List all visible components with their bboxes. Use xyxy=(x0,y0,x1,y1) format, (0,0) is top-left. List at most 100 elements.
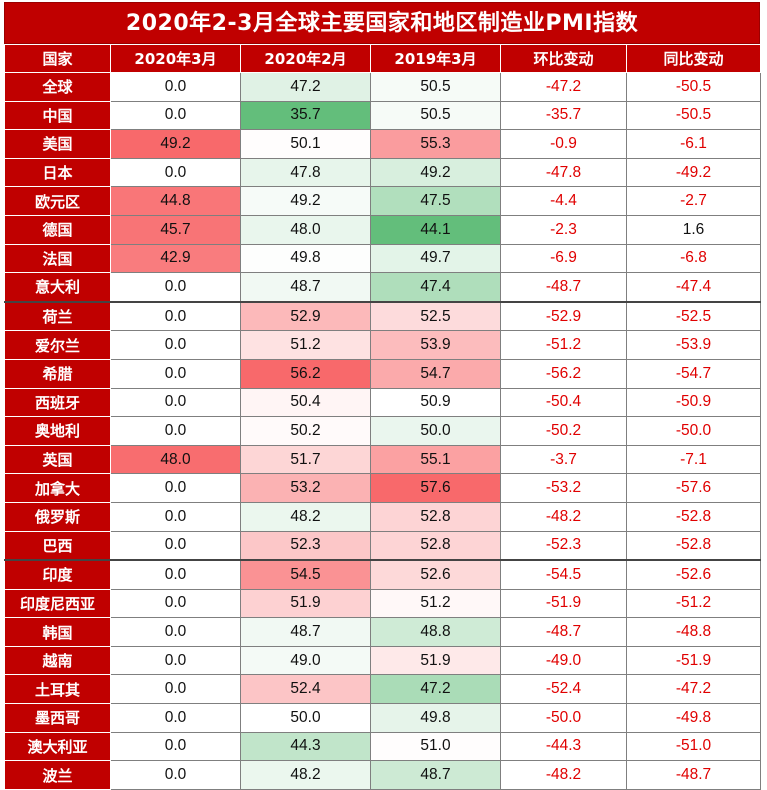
feb2020-cell: 56.2 xyxy=(240,358,371,389)
table-row: 印度尼西亚 0.0 51.9 51.2 -51.9 -51.2 xyxy=(4,588,761,619)
country-cell: 美国 xyxy=(4,129,111,159)
yoy-change-cell: -52.8 xyxy=(626,530,761,561)
country-cell: 奥地利 xyxy=(4,416,111,446)
mar2019-cell: 57.6 xyxy=(370,473,501,503)
yoy-change-cell: -50.0 xyxy=(626,416,761,446)
country-cell: 中国 xyxy=(4,100,111,131)
mom-change-cell: -44.3 xyxy=(500,731,627,762)
mom-change-cell: -48.7 xyxy=(500,617,627,647)
feb2020-cell: 50.0 xyxy=(240,703,371,733)
mom-change-cell: -48.7 xyxy=(500,272,627,303)
table-row: 欧元区 44.8 49.2 47.5 -4.4 -2.7 xyxy=(4,186,761,216)
feb2020-cell: 50.1 xyxy=(240,129,371,159)
country-cell: 印度 xyxy=(4,559,111,590)
country-cell: 全球 xyxy=(4,72,111,102)
mom-change-cell: -52.3 xyxy=(500,530,627,561)
feb2020-cell: 52.3 xyxy=(240,530,371,561)
feb2020-cell: 48.2 xyxy=(240,501,371,532)
mom-change-cell: -3.7 xyxy=(500,444,627,475)
country-cell: 加拿大 xyxy=(4,473,111,503)
feb2020-cell: 48.0 xyxy=(240,214,371,245)
feb2020-cell: 53.2 xyxy=(240,473,371,503)
mom-change-cell: -50.4 xyxy=(500,387,627,418)
yoy-change-cell: -52.5 xyxy=(626,300,761,332)
feb2020-cell: 49.0 xyxy=(240,645,371,676)
table-row: 韩国 0.0 48.7 48.8 -48.7 -48.8 xyxy=(4,617,761,647)
mar2020-cell: 0.0 xyxy=(110,703,241,733)
mar2019-cell: 44.1 xyxy=(370,214,501,245)
mar2020-cell: 0.0 xyxy=(110,300,241,332)
feb2020-cell: 35.7 xyxy=(240,100,371,131)
yoy-change-cell: -47.2 xyxy=(626,674,761,705)
country-cell: 荷兰 xyxy=(4,300,111,332)
mar2020-cell: 0.0 xyxy=(110,272,241,303)
table-row: 法国 42.9 49.8 49.7 -6.9 -6.8 xyxy=(4,243,761,274)
mar2019-cell: 51.2 xyxy=(370,588,501,619)
mar2019-cell: 50.9 xyxy=(370,387,501,418)
country-cell: 西班牙 xyxy=(4,387,111,418)
header-feb2020: 2020年2月 xyxy=(240,44,371,73)
yoy-change-cell: -51.0 xyxy=(626,731,761,762)
table-row: 巴西 0.0 52.3 52.8 -52.3 -52.8 xyxy=(4,530,761,561)
yoy-change-cell: -48.8 xyxy=(626,617,761,647)
mar2020-cell: 0.0 xyxy=(110,358,241,389)
table-row: 印度 0.0 54.5 52.6 -54.5 -52.6 xyxy=(4,559,761,590)
table-row: 中国 0.0 35.7 50.5 -35.7 -50.5 xyxy=(4,100,761,131)
table-row: 德国 45.7 48.0 44.1 -2.3 1.6 xyxy=(4,214,761,245)
mom-change-cell: -0.9 xyxy=(500,129,627,159)
feb2020-cell: 47.8 xyxy=(240,157,371,188)
mom-change-cell: -56.2 xyxy=(500,358,627,389)
mom-change-cell: -52.9 xyxy=(500,300,627,332)
mom-change-cell: -51.2 xyxy=(500,330,627,360)
mom-change-cell: -49.0 xyxy=(500,645,627,676)
header-mom-change: 环比变动 xyxy=(500,44,627,73)
mom-change-cell: -53.2 xyxy=(500,473,627,503)
table-row: 全球 0.0 47.2 50.5 -47.2 -50.5 xyxy=(4,72,761,102)
mar2020-cell: 0.0 xyxy=(110,530,241,561)
header-yoy-change: 同比变动 xyxy=(626,44,761,73)
feb2020-cell: 48.2 xyxy=(240,760,371,790)
table-row: 俄罗斯 0.0 48.2 52.8 -48.2 -52.8 xyxy=(4,501,761,532)
country-cell: 巴西 xyxy=(4,530,111,561)
mar2019-cell: 47.2 xyxy=(370,674,501,705)
mar2020-cell: 0.0 xyxy=(110,100,241,131)
header-mar2019: 2019年3月 xyxy=(370,44,501,73)
header-row: 国家 2020年3月 2020年2月 2019年3月 环比变动 同比变动 xyxy=(4,44,761,73)
mar2019-cell: 55.3 xyxy=(370,129,501,159)
mar2020-cell: 0.0 xyxy=(110,645,241,676)
mom-change-cell: -6.9 xyxy=(500,243,627,274)
country-cell: 日本 xyxy=(4,157,111,188)
mom-change-cell: -54.5 xyxy=(500,559,627,590)
mar2020-cell: 49.2 xyxy=(110,129,241,159)
mar2020-cell: 0.0 xyxy=(110,72,241,102)
yoy-change-cell: -49.8 xyxy=(626,703,761,733)
table-row: 西班牙 0.0 50.4 50.9 -50.4 -50.9 xyxy=(4,387,761,418)
mar2020-cell: 0.0 xyxy=(110,330,241,360)
feb2020-cell: 47.2 xyxy=(240,72,371,102)
mar2019-cell: 54.7 xyxy=(370,358,501,389)
table-row: 英国 48.0 51.7 55.1 -3.7 -7.1 xyxy=(4,444,761,475)
table-row: 爱尔兰 0.0 51.2 53.9 -51.2 -53.9 xyxy=(4,330,761,360)
mom-change-cell: -35.7 xyxy=(500,100,627,131)
feb2020-cell: 44.3 xyxy=(240,731,371,762)
country-cell: 俄罗斯 xyxy=(4,501,111,532)
mar2019-cell: 53.9 xyxy=(370,330,501,360)
yoy-change-cell: 1.6 xyxy=(626,214,761,245)
country-cell: 印度尼西亚 xyxy=(4,588,111,619)
country-cell: 韩国 xyxy=(4,617,111,647)
country-cell: 德国 xyxy=(4,214,111,245)
mom-change-cell: -2.3 xyxy=(500,214,627,245)
mom-change-cell: -50.2 xyxy=(500,416,627,446)
feb2020-cell: 49.8 xyxy=(240,243,371,274)
mar2019-cell: 49.7 xyxy=(370,243,501,274)
mar2019-cell: 52.6 xyxy=(370,559,501,590)
mar2019-cell: 47.5 xyxy=(370,186,501,216)
feb2020-cell: 51.9 xyxy=(240,588,371,619)
mar2020-cell: 42.9 xyxy=(110,243,241,274)
table-body: 全球 0.0 47.2 50.5 -47.2 -50.5 中国 0.0 35.7 50.5 -35.… xyxy=(4,72,761,790)
table-row: 奥地利 0.0 50.2 50.0 -50.2 -50.0 xyxy=(4,416,761,446)
yoy-change-cell: -52.8 xyxy=(626,501,761,532)
mar2019-cell: 48.7 xyxy=(370,760,501,790)
yoy-change-cell: -54.7 xyxy=(626,358,761,389)
mar2020-cell: 0.0 xyxy=(110,387,241,418)
